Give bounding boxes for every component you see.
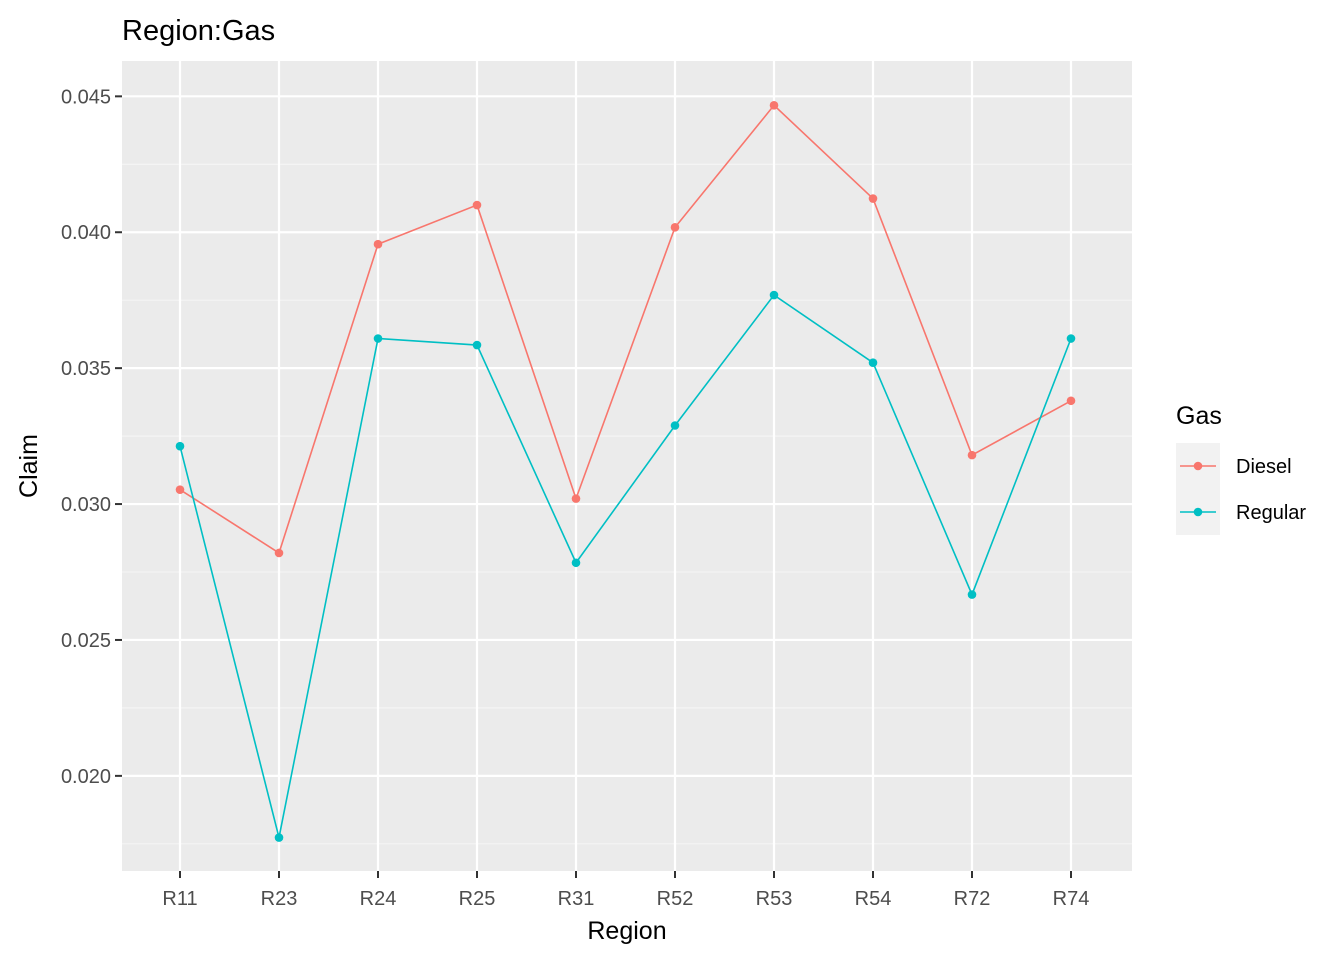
- data-point-diesel: [769, 101, 779, 110]
- y-tick-label: 0.040: [61, 222, 111, 244]
- x-tick-label: R53: [756, 888, 793, 910]
- data-point-diesel: [373, 239, 383, 249]
- data-point-regular: [868, 358, 878, 368]
- y-tick-label: 0.035: [61, 358, 111, 380]
- series-layer: [175, 101, 1076, 842]
- data-point-regular: [571, 558, 581, 568]
- y-tick-label: 0.045: [61, 86, 111, 108]
- legend-label-regular: Regular: [1236, 502, 1306, 524]
- data-point-diesel: [274, 548, 284, 558]
- x-tick-label: R52: [657, 888, 694, 910]
- plot-panel: [122, 61, 1132, 871]
- data-point-regular: [175, 441, 185, 451]
- y-tick-label: 0.025: [61, 630, 111, 652]
- x-tick-label: R25: [459, 888, 496, 910]
- x-axis-title: Region: [587, 917, 666, 945]
- data-point-diesel: [472, 200, 482, 210]
- data-point-regular: [967, 590, 977, 599]
- legend: Gas Diesel Regular: [1176, 402, 1306, 535]
- series-line-regular: [179, 293, 1072, 838]
- x-tick-label: R31: [558, 888, 595, 910]
- x-tick-label: R54: [855, 888, 892, 910]
- x-tick-label: R24: [360, 888, 397, 910]
- x-axis-ticks: R11 R23 R24 R25 R31 R52 R53 R54 R72 R74: [162, 871, 1089, 910]
- x-tick-label: R11: [162, 888, 197, 910]
- data-point-diesel: [175, 485, 185, 494]
- data-point-regular: [1066, 334, 1076, 343]
- x-tick-label: R74: [1053, 888, 1090, 910]
- series-line-diesel: [179, 104, 1072, 555]
- major-gridlines: [122, 61, 1132, 871]
- data-point-regular: [274, 833, 284, 842]
- y-axis-ticks: 0.020 0.025 0.030 0.035 0.040 0.045: [61, 86, 122, 788]
- minor-gridlines: [122, 163, 1132, 845]
- y-tick-label: 0.030: [61, 494, 111, 516]
- y-axis-title: Claim: [15, 434, 43, 498]
- y-tick-label: 0.020: [61, 766, 111, 788]
- data-point-diesel: [967, 450, 977, 460]
- legend-key-point-regular: [1193, 507, 1203, 517]
- legend-label-diesel: Diesel: [1236, 456, 1292, 478]
- data-point-diesel: [571, 494, 581, 503]
- data-point-regular: [472, 340, 482, 350]
- data-point-diesel: [1066, 396, 1076, 406]
- data-point-regular: [769, 290, 779, 300]
- legend-key-point-diesel: [1193, 461, 1203, 471]
- legend-title: Gas: [1176, 402, 1222, 430]
- chart-title: Region:Gas: [122, 15, 275, 47]
- x-tick-label: R23: [261, 888, 298, 910]
- data-point-regular: [373, 334, 383, 343]
- data-point-diesel: [670, 223, 680, 232]
- data-point-diesel: [868, 194, 878, 203]
- x-tick-label: R72: [954, 888, 991, 910]
- data-point-regular: [670, 421, 680, 430]
